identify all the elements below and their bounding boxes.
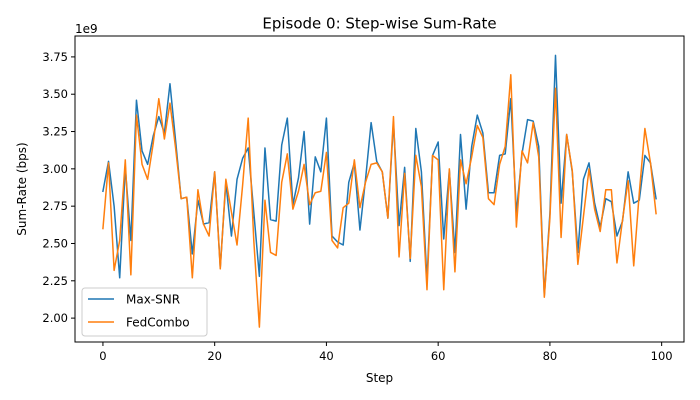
x-tick-label: 0 [99, 349, 106, 363]
x-tick-label: 60 [431, 349, 446, 363]
series-line-fedcombo [102, 74, 657, 328]
chart-title: Episode 0: Step-wise Sum-Rate [262, 15, 496, 33]
y-tick-label: 3.75 [42, 50, 68, 64]
legend-box [81, 287, 208, 337]
x-tick-label: 40 [319, 349, 334, 363]
y-tick-label: 2.50 [42, 236, 68, 250]
legend-label-max-snr: Max-SNR [126, 293, 180, 307]
x-axis-label: Step [366, 371, 393, 385]
x-tick-label: 80 [543, 349, 558, 363]
y-axis: 2.00 2.25 2.50 2.75 3.00 3.25 3.50 3.75 [42, 50, 75, 325]
y-tick-label: 3.25 [42, 125, 68, 139]
y-tick-label: 3.50 [42, 87, 68, 101]
series-layer [102, 54, 657, 328]
legend-label-fedcombo: FedCombo [126, 316, 190, 330]
y-axis-offset-label: 1e9 [75, 22, 98, 36]
y-tick-label: 3.00 [42, 162, 68, 176]
y-axis-label: Sum-Rate (bps) [15, 142, 29, 235]
y-tick-label: 2.75 [42, 199, 68, 213]
x-tick-label: 100 [651, 349, 673, 363]
x-tick-label: 20 [207, 349, 222, 363]
x-axis: 0 20 40 60 80 100 [99, 342, 673, 363]
y-tick-label: 2.00 [42, 311, 68, 325]
y-tick-label: 2.25 [42, 274, 68, 288]
legend: Max-SNR FedCombo [81, 287, 208, 337]
plot-frame [74, 35, 685, 343]
